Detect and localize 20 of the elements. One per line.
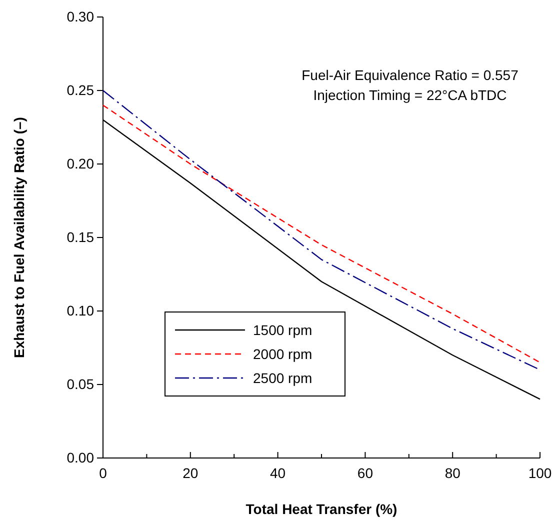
x-axis-title: Total Heat Transfer (%) <box>246 501 398 517</box>
x-tick-label: 20 <box>182 464 198 481</box>
legend-label: 2000 rpm <box>253 346 312 362</box>
y-tick-label: 0.05 <box>66 376 94 392</box>
x-tick-label: 60 <box>357 464 374 481</box>
x-tick-label: 40 <box>270 464 286 481</box>
annotation: Injection Timing = 22°CA bTDC <box>313 87 507 103</box>
x-tick-label: 80 <box>444 464 461 481</box>
x-tick-label: 0 <box>99 464 108 481</box>
annotation: Fuel-Air Equivalence Ratio = 0.557 <box>302 67 519 83</box>
y-tick-label: 0.10 <box>66 302 94 318</box>
x-tick-label: 100 <box>528 464 552 481</box>
y-tick-label: 0.30 <box>66 8 94 24</box>
y-tick-label: 0.20 <box>66 155 94 172</box>
y-tick-label: 0.15 <box>66 228 94 245</box>
y-tick-label: 0.00 <box>66 449 94 466</box>
y-tick-label: 0.25 <box>66 82 94 98</box>
legend-label: 1500 rpm <box>253 322 312 338</box>
y-axis-title: Exhaust to Fuel Availability Ratio (–) <box>11 117 27 358</box>
legend-label: 2500 rpm <box>253 370 312 386</box>
